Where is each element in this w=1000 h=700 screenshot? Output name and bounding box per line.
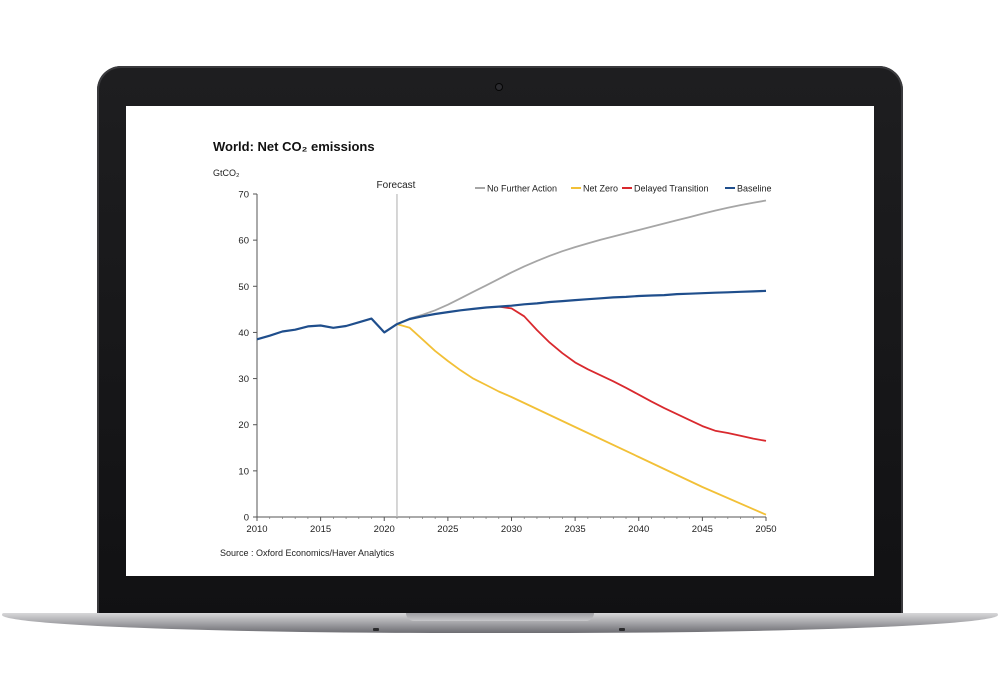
laptop-foot-right (619, 628, 625, 631)
y-tick-label: 0 (244, 513, 249, 524)
series-line-no-further-action (396, 199, 767, 325)
legend-label: Delayed Transition (634, 184, 709, 194)
series-line-delayed-transition (498, 305, 767, 442)
x-tick-label: 2020 (374, 524, 395, 535)
emissions-chart: World: Net CO₂ emissions GtCO₂ Source : … (213, 139, 777, 558)
forecast-annotation: Forecast (377, 180, 416, 191)
camera-icon (496, 84, 502, 90)
y-tick-label: 50 (238, 282, 249, 293)
x-tick-label: 2010 (246, 524, 267, 535)
y-axis-label: GtCO₂ (213, 168, 240, 178)
x-tick-label: 2035 (565, 524, 586, 535)
chart-series (256, 199, 767, 516)
x-tick-label: 2045 (692, 524, 713, 535)
chart-legend: No Further Action Net Zero Delayed Transit… (475, 184, 772, 194)
y-tick-label: 20 (238, 420, 249, 431)
x-tick-label: 2015 (310, 524, 331, 535)
legend-label: Net Zero (583, 184, 618, 194)
y-tick-label: 70 (238, 190, 249, 201)
laptop-screen: World: Net CO₂ emissions GtCO₂ Source : … (126, 106, 874, 576)
x-tick-label: 2050 (755, 524, 776, 535)
y-tick-label: 40 (238, 328, 249, 339)
laptop-notch (406, 613, 594, 621)
y-tick-label: 60 (238, 236, 249, 247)
source-note: Source : Oxford Economics/Haver Analytic… (220, 548, 395, 558)
chart-title: World: Net CO₂ emissions (213, 139, 375, 154)
legend-label: Baseline (737, 184, 772, 194)
x-tick-label: 2025 (437, 524, 458, 535)
y-tick-label: 30 (238, 374, 249, 385)
y-tick-label: 10 (238, 466, 249, 477)
x-tick-label: 2040 (628, 524, 649, 535)
laptop-foot-left (373, 628, 379, 631)
series-line-baseline (256, 289, 767, 341)
legend-label: No Further Action (487, 184, 557, 194)
x-tick-label: 2030 (501, 524, 522, 535)
series-line-net-zero (396, 323, 767, 516)
laptop-base (2, 613, 998, 633)
